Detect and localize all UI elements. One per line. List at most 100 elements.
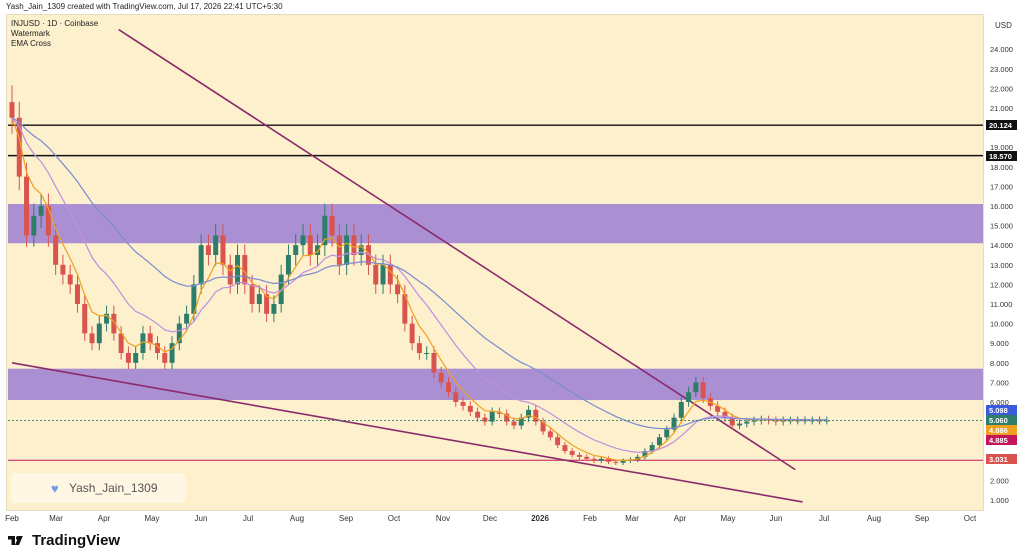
price-label-tag[interactable] xyxy=(986,120,1017,130)
trendline-1[interactable] xyxy=(118,28,796,471)
candle-body[interactable] xyxy=(475,411,481,418)
candle-body[interactable] xyxy=(453,392,459,402)
candle-body[interactable] xyxy=(96,323,102,344)
candle-body[interactable] xyxy=(344,235,350,265)
candle-body[interactable] xyxy=(67,274,73,285)
candle-body[interactable] xyxy=(424,353,430,354)
candle-body[interactable] xyxy=(205,245,211,255)
candle-body[interactable] xyxy=(438,372,444,383)
candle-body[interactable] xyxy=(562,445,568,451)
candle-body[interactable] xyxy=(242,255,248,285)
candle-body[interactable] xyxy=(147,333,153,344)
candle-body[interactable] xyxy=(606,458,612,462)
candle-body[interactable] xyxy=(133,353,139,363)
candle-body[interactable] xyxy=(460,402,466,406)
time-axis[interactable] xyxy=(6,511,984,525)
candle-body[interactable] xyxy=(285,255,291,275)
candle-body[interactable] xyxy=(169,343,175,363)
price-label-tag[interactable] xyxy=(986,415,1017,425)
candle-body[interactable] xyxy=(416,343,422,353)
candle-body[interactable] xyxy=(591,458,597,461)
candle-body[interactable] xyxy=(751,420,757,422)
candle-body[interactable] xyxy=(598,458,604,461)
candle-body[interactable] xyxy=(533,409,539,422)
candle-body[interactable] xyxy=(547,431,553,438)
candle-body[interactable] xyxy=(329,215,335,236)
candle-body[interactable] xyxy=(140,333,146,353)
candle-body[interactable] xyxy=(467,405,473,412)
candle-body[interactable] xyxy=(693,382,699,393)
candle-body[interactable] xyxy=(227,264,233,285)
candle-body[interactable] xyxy=(526,409,532,418)
candle-body[interactable] xyxy=(584,456,590,459)
price-label-tag[interactable] xyxy=(986,454,1017,464)
candle-body[interactable] xyxy=(395,284,401,295)
price-label-tag[interactable] xyxy=(986,405,1017,415)
candle-body[interactable] xyxy=(24,176,30,236)
candle-body[interactable] xyxy=(504,413,510,422)
candle-body[interactable] xyxy=(431,353,437,373)
price-label-tag[interactable] xyxy=(986,435,1017,445)
candle-body[interactable] xyxy=(82,304,88,334)
candle-body[interactable] xyxy=(569,451,575,455)
candle-body[interactable] xyxy=(9,102,15,118)
candle-body[interactable] xyxy=(235,255,241,285)
candle-body[interactable] xyxy=(176,323,182,344)
candle-body[interactable] xyxy=(271,304,277,314)
price-label-tag[interactable] xyxy=(986,151,1017,161)
candle-body[interactable] xyxy=(715,405,721,412)
candle-body[interactable] xyxy=(191,284,197,314)
symbol-label[interactable]: INJUSD · 1D · Coinbase xyxy=(11,19,99,28)
candle-body[interactable] xyxy=(118,333,124,353)
candle-body[interactable] xyxy=(256,294,262,304)
candle-body[interactable] xyxy=(278,274,284,304)
candle-body[interactable] xyxy=(53,235,59,265)
candle-body[interactable] xyxy=(104,313,110,324)
candle-body[interactable] xyxy=(125,353,131,363)
candle-body[interactable] xyxy=(358,245,364,255)
candle-body[interactable] xyxy=(60,264,66,275)
candle-body[interactable] xyxy=(540,421,546,432)
candle-body[interactable] xyxy=(336,235,342,265)
candle-body[interactable] xyxy=(678,402,684,418)
footer-brand[interactable]: TradingView xyxy=(8,532,120,549)
candle-body[interactable] xyxy=(213,235,219,255)
candle-body[interactable] xyxy=(31,215,37,236)
candle-body[interactable] xyxy=(16,117,22,177)
candle-body[interactable] xyxy=(722,411,728,418)
candle-body[interactable] xyxy=(162,353,168,363)
candle-body[interactable] xyxy=(744,421,750,424)
candle-body[interactable] xyxy=(402,294,408,324)
candle-body[interactable] xyxy=(111,313,117,334)
candle-body[interactable] xyxy=(155,343,160,353)
candle-body[interactable] xyxy=(620,460,626,463)
candle-body[interactable] xyxy=(365,245,371,265)
candle-body[interactable] xyxy=(489,411,495,422)
candle-body[interactable] xyxy=(300,235,306,246)
candle-body[interactable] xyxy=(576,454,582,457)
trendline-2[interactable] xyxy=(11,362,803,503)
candle-body[interactable] xyxy=(664,429,670,438)
candle-body[interactable] xyxy=(686,392,692,402)
candle-body[interactable] xyxy=(642,451,648,457)
chart-plot-area[interactable] xyxy=(6,14,984,511)
candle-body[interactable] xyxy=(74,284,80,304)
candle-body[interactable] xyxy=(351,235,357,255)
candle-body[interactable] xyxy=(220,235,226,265)
candle-body[interactable] xyxy=(511,421,517,426)
candle-body[interactable] xyxy=(38,206,44,216)
candle-body[interactable] xyxy=(380,264,386,285)
candle-body[interactable] xyxy=(45,206,51,236)
candle-body[interactable] xyxy=(729,417,735,426)
indicator-ema-cross[interactable]: EMA Cross xyxy=(11,39,52,48)
candle-body[interactable] xyxy=(409,323,415,344)
candle-body[interactable] xyxy=(555,437,561,446)
candle-body[interactable] xyxy=(446,382,451,393)
candle-body[interactable] xyxy=(496,411,502,414)
candle-body[interactable] xyxy=(184,313,190,324)
candle-body[interactable] xyxy=(373,264,379,285)
candle-body[interactable] xyxy=(737,423,742,426)
candle-body[interactable] xyxy=(387,264,393,285)
candle-body[interactable] xyxy=(249,284,255,304)
candle-body[interactable] xyxy=(518,417,524,426)
